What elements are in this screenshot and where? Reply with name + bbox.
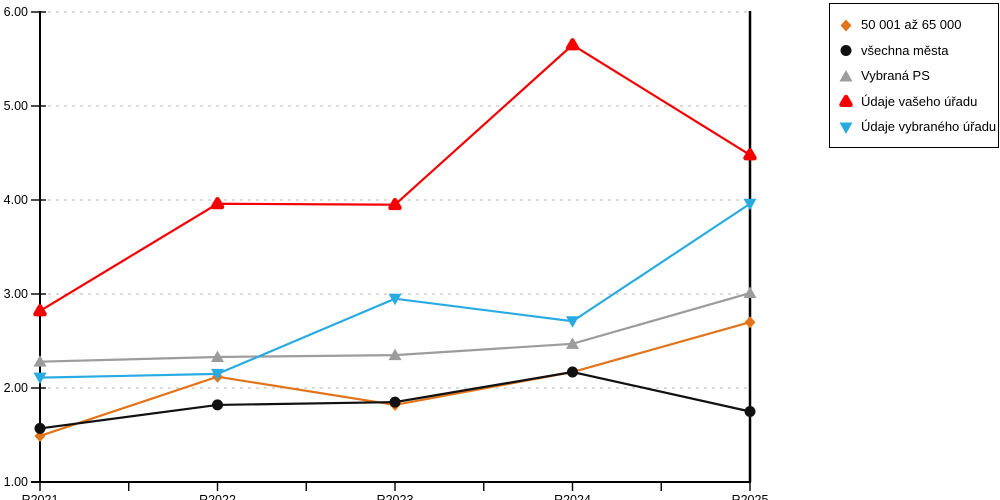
series-line-0	[39, 321, 751, 437]
y-tick-label: 4.00	[4, 193, 28, 207]
series-2-marker-R2025	[743, 286, 757, 299]
y-tick-label: 3.00	[4, 287, 28, 301]
triangle-up-icon	[839, 69, 853, 81]
series-4-marker-R2024	[566, 316, 579, 328]
circle-icon	[840, 45, 852, 56]
series-3-marker-R2024	[565, 38, 580, 51]
x-tick-label: R2022	[199, 493, 236, 500]
y-tick-label: 6.00	[4, 5, 28, 19]
series-2-marker-R2021	[33, 355, 47, 367]
legend: 50 001 až 65 000 všechna města Vybraná PS Ú…	[829, 3, 999, 148]
series-2-marker-R2023	[388, 348, 402, 361]
triangle-down-icon	[839, 122, 853, 134]
series-1-marker-R2024	[567, 366, 578, 378]
series-3-marker-R2022	[210, 197, 225, 210]
series-4-marker-R2025	[743, 198, 757, 211]
series-1-marker-R2021	[34, 422, 46, 434]
legend-label: Vybraná PS	[861, 68, 930, 83]
y-tick-label: 2.00	[4, 381, 28, 395]
triangle-up-rounded-glyph	[839, 94, 853, 107]
x-tick-label: R2025	[732, 493, 769, 500]
x-tick-label: R2023	[377, 493, 414, 500]
series-2-marker-R2022	[211, 350, 224, 362]
y-tick-label: 1.00	[4, 475, 28, 489]
series-2-marker-R2024	[566, 337, 579, 349]
series-1-marker-R2025	[744, 406, 756, 417]
legend-item-0: 50 001 až 65 000	[830, 17, 998, 33]
series-3-marker-R2025	[743, 148, 757, 161]
series-4-marker-R2022	[211, 368, 224, 381]
series-3-marker-R2023	[388, 197, 402, 211]
legend-item-2: Vybraná PS	[830, 68, 998, 84]
legend-label: Údaje vašeho úřadu	[861, 93, 978, 109]
triangle-down-glyph	[839, 122, 853, 134]
diamond-glyph	[840, 19, 852, 31]
x-tick-label: R2024	[554, 493, 591, 500]
legend-label: všechna města	[861, 42, 949, 58]
legend-item-4: Údaje vybraného úřadu	[830, 119, 998, 135]
diamond-icon	[840, 19, 852, 31]
legend-label: Údaje vybraného úřadu	[861, 119, 997, 134]
series-3-marker-R2021	[33, 304, 47, 317]
series-0-marker-R2025	[744, 316, 756, 329]
series-4-marker-R2023	[388, 293, 402, 306]
series-line-3	[39, 43, 751, 312]
triangle-up-rounded-icon	[839, 94, 853, 107]
triangle-up-glyph	[839, 69, 853, 81]
legend-item-3: Údaje vašeho úřadu	[830, 93, 998, 109]
y-tick-label: 5.00	[4, 99, 28, 113]
circle-glyph	[840, 45, 852, 56]
series-1-marker-R2022	[212, 399, 223, 411]
series-4-marker-R2021	[33, 372, 47, 385]
series-1-marker-R2023	[389, 396, 401, 408]
legend-label: 50 001 až 65 000	[861, 17, 962, 32]
legend-item-1: všechna města	[830, 42, 998, 58]
x-tick-label: R2021	[22, 493, 59, 500]
